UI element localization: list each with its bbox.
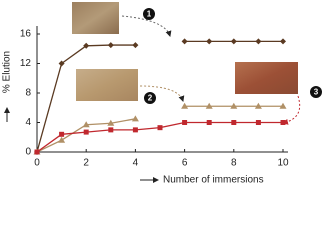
marker [108, 127, 114, 133]
annotation: 3 [314, 88, 319, 97]
marker [83, 42, 90, 49]
series-line [36, 40, 283, 153]
marker [280, 120, 286, 125]
x-tick-label: 2 [83, 158, 89, 169]
y-tick-label: 8 [25, 88, 31, 99]
sample-photo [72, 2, 119, 34]
marker [107, 119, 115, 126]
marker [279, 102, 287, 109]
chart: 1 2 3 % Elution Number of immersions 0 4 8… [2, 2, 322, 186]
annotation: 1 [147, 10, 152, 19]
marker [83, 129, 89, 135]
sample-photo [76, 69, 138, 101]
marker [82, 121, 90, 128]
sample-photo [235, 62, 298, 94]
x-tick-label: 6 [182, 158, 188, 169]
x-tick-label: 0 [34, 158, 40, 169]
marker [206, 38, 213, 45]
marker [254, 102, 262, 109]
annotation: 2 [148, 94, 153, 103]
marker [280, 38, 286, 45]
marker [131, 115, 139, 122]
marker [34, 149, 40, 155]
badge [310, 86, 322, 98]
y-tick-label: 0 [25, 147, 31, 158]
marker [182, 120, 188, 125]
arrow [282, 95, 301, 125]
marker [58, 60, 65, 67]
marker [58, 136, 66, 143]
badge [143, 8, 155, 20]
marker [206, 120, 212, 125]
marker [181, 38, 188, 45]
y-tick-label: 12 [20, 58, 32, 69]
marker [230, 38, 237, 45]
badge [144, 92, 156, 104]
marker [59, 131, 65, 137]
marker [231, 120, 237, 125]
marker [181, 102, 189, 109]
marker [157, 125, 163, 131]
marker [230, 102, 238, 109]
marker [255, 38, 262, 45]
y-axis-label: % Elution [2, 51, 13, 93]
x-axis-label: Number of immersions [163, 175, 264, 186]
marker [255, 120, 261, 125]
y-tick-label: 4 [25, 117, 31, 128]
x-tick-label: 10 [277, 158, 289, 169]
arrow [139, 85, 185, 102]
marker [107, 42, 114, 49]
y-tick-label: 16 [20, 29, 32, 40]
marker [132, 127, 138, 133]
x-tick-label: 8 [231, 158, 237, 169]
marker [132, 42, 139, 49]
x-tick-label: 4 [133, 158, 139, 169]
marker [205, 102, 213, 109]
